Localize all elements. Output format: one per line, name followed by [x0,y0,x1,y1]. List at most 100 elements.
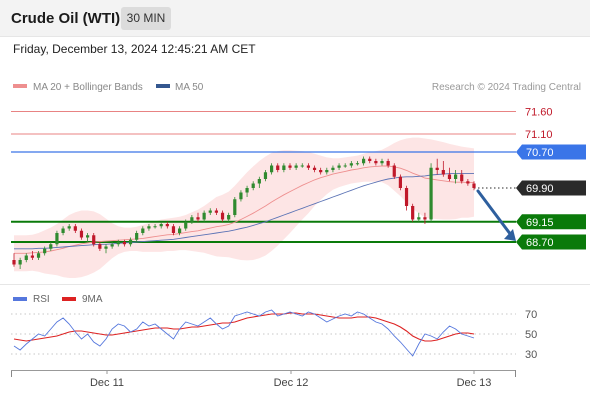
price-panel: 71.60 71.10 70.70 69.90 69.15 68.70 [11,107,586,278]
rsi-legend-label: RSI [33,294,50,305]
candle-body [79,230,84,238]
candle-body [398,176,402,188]
candle-body [325,170,329,173]
candle-body [128,239,133,245]
candle-body [312,167,317,170]
candle-body [417,217,421,220]
candle-body [239,192,243,200]
candle-body [122,242,126,245]
ma20-legend-swatch [13,84,27,88]
rsi-line [13,309,475,357]
candle-body [319,170,323,173]
timeframe-badge[interactable]: 30 MIN [121,7,171,30]
level-tag-text: 70.70 [526,147,554,159]
level-label-71-10: 71.10 [525,129,553,141]
ma50-legend-swatch [156,84,170,88]
candle-body [245,188,249,193]
candle-body [49,244,53,249]
candle-body [257,179,261,184]
level-tag-text: 69.90 [526,183,554,195]
candle-body [447,174,452,179]
candle-body [86,235,90,238]
candle-body [368,158,372,161]
candle-body [159,224,163,227]
forecast-arrow-shaft [476,189,513,237]
level-tag-bg [516,144,586,160]
level-tag-bg [516,214,586,230]
candle-body [61,228,65,233]
candle-body [343,165,347,167]
candle-body [349,163,353,166]
candle-body [196,217,200,220]
candle-body [270,165,274,173]
candle-body [362,158,366,164]
level-label-71-60: 71.60 [525,107,553,119]
candle-body [178,228,182,233]
candle-body [184,221,188,229]
candle-body [55,233,59,245]
x-tick-label: Dec 13 [457,377,492,389]
candle-body [423,217,427,220]
rsi-tick-30: 30 [525,349,537,361]
candle-body [116,242,120,245]
instrument-title: Crude Oil (WTI) [11,10,121,27]
x-tick-label: Dec 11 [90,377,124,389]
level-tag-text: 69.15 [526,217,554,229]
candle-body [454,174,458,179]
candle-body [337,165,341,168]
candle-body [380,161,384,164]
candle-body [165,224,169,227]
candle-body [435,167,439,170]
x-tick-label: Dec 12 [274,377,309,389]
candle-body [190,217,194,222]
candle-body [110,244,114,247]
candle-body [306,165,310,168]
candle-body [36,253,41,258]
candle-body [441,170,445,175]
candle-body [355,163,360,165]
level-tag-bg [516,234,586,250]
candle-body [104,246,108,249]
level-tag-text: 68.70 [526,237,554,249]
candle-body [147,226,151,229]
candle-body [411,206,415,220]
candle-body [227,215,231,220]
candle-body [251,183,255,188]
level-tag-bg [516,180,586,196]
rsi-ma-line [13,312,475,342]
candle-body [135,233,139,240]
candle-body [429,167,433,220]
candle-body [141,228,145,233]
candle-body [233,199,237,215]
candle-body [300,165,304,167]
candle-body [98,244,102,249]
candle-body [288,165,292,168]
candle-body [263,172,268,179]
candle-body [282,165,286,170]
x-axis: Dec 11 Dec 12 Dec 13 [90,370,491,389]
level-tag-69-15: 69.15 [516,214,586,230]
candle-body [392,165,396,177]
candle-body [153,226,157,228]
bollinger-band-area [14,137,474,278]
rsi-legend-swatch [13,297,27,301]
rsi-panel: 70 50 30 [11,309,537,361]
candle-body [466,181,470,184]
candle-body [18,260,22,265]
ma20-legend-label: MA 20 + Bollinger Bands [33,82,143,93]
candle-body [30,255,34,258]
candle-body [208,210,212,213]
ma50-legend-label: MA 50 [175,82,204,93]
candle-body [24,255,28,260]
rsi-tick-50: 50 [525,329,537,341]
candle-body [276,165,280,170]
candle-body [43,248,47,254]
rsi-ma-legend-swatch [62,297,76,301]
candle-body [374,161,378,164]
candle-body [404,188,409,206]
candle-body [214,210,218,213]
candle-body [386,161,390,166]
candle-body [202,212,206,220]
header-bar: Crude Oil (WTI) 30 MIN [0,0,590,37]
